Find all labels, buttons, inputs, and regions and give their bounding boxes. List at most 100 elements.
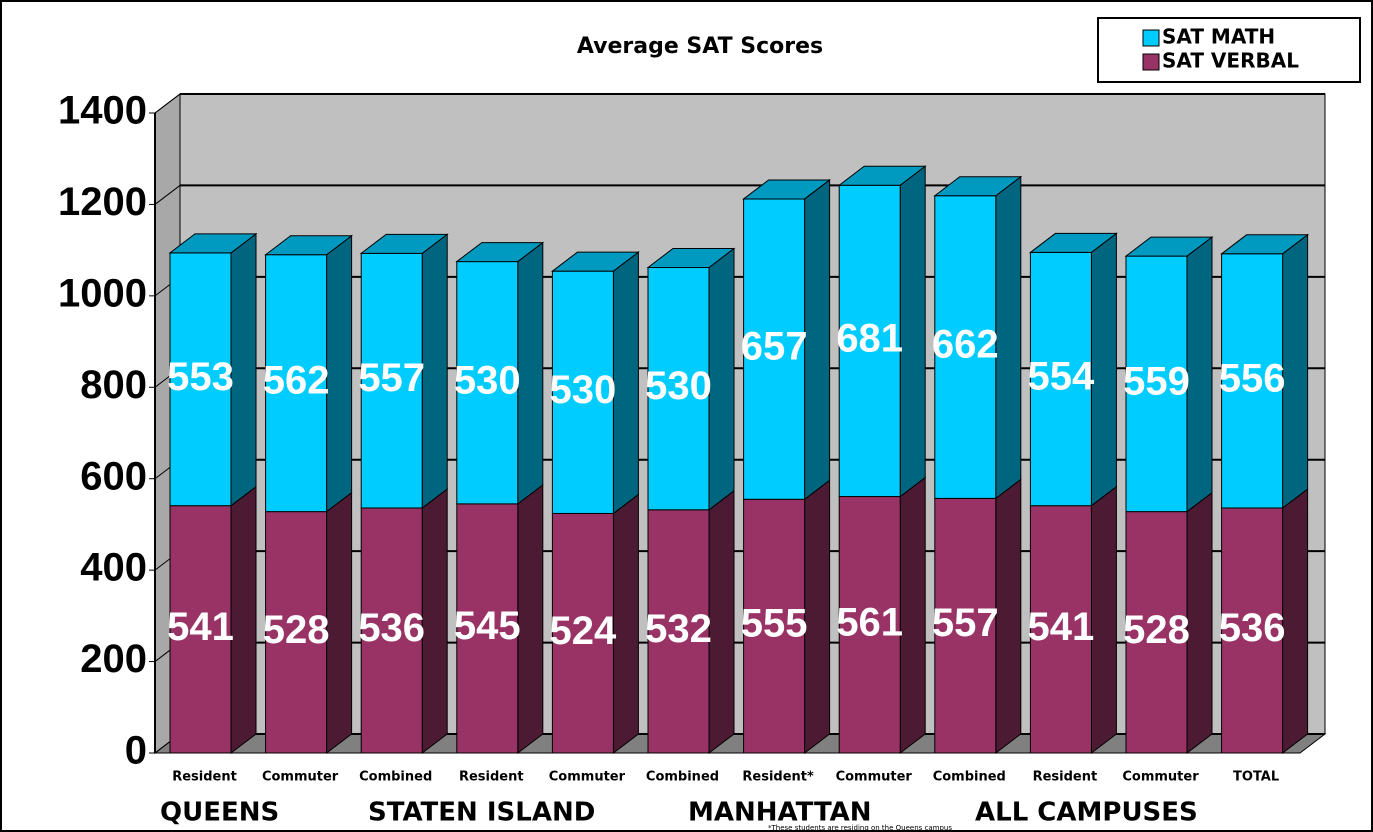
bar-top	[359, 233, 449, 254]
x-tick-label: TOTAL	[1233, 770, 1279, 785]
x-tick-label: Resident*	[742, 770, 814, 785]
bar-side	[804, 479, 831, 755]
x-tick-label: Resident	[1033, 770, 1098, 785]
value-label: 561	[836, 600, 903, 644]
value-label: 662	[932, 323, 999, 367]
value-label: 541	[167, 605, 234, 649]
y-tick-label: 1400	[58, 89, 147, 133]
y-tick-label: 0	[125, 729, 147, 773]
legend-swatch	[1142, 53, 1160, 71]
value-label: 536	[1219, 606, 1286, 650]
legend-swatch	[1142, 29, 1160, 47]
bar	[647, 509, 710, 754]
bar-side	[326, 234, 353, 513]
value-label: 530	[454, 358, 521, 402]
value-label: 528	[263, 608, 330, 652]
bar	[1221, 507, 1284, 754]
value-label: 556	[1219, 356, 1286, 400]
grid-line	[154, 93, 181, 114]
bar	[743, 498, 806, 754]
bar	[1029, 251, 1092, 507]
grid-line	[154, 185, 181, 205]
value-label: 555	[741, 602, 808, 646]
bar-side	[421, 487, 448, 755]
value-label: 557	[358, 356, 425, 400]
bar-side	[708, 489, 735, 755]
x-tick-label: Commuter	[262, 770, 339, 785]
y-tick-label: 400	[80, 546, 147, 590]
value-label: 681	[836, 316, 903, 360]
value-label: 553	[167, 355, 234, 399]
value-label: 530	[550, 368, 617, 412]
bar-top	[646, 248, 736, 269]
x-tick-label: Combined	[359, 770, 432, 785]
bar-top	[742, 179, 832, 200]
x-tick-label: Resident	[172, 770, 237, 785]
group-label: MANHATTAN	[688, 798, 872, 828]
bar-top	[455, 242, 545, 263]
bar	[934, 497, 997, 754]
bar-side	[995, 478, 1022, 755]
y-tick-label: 200	[80, 637, 147, 681]
bar	[456, 503, 519, 754]
bar-top	[1124, 236, 1214, 257]
bar	[456, 261, 519, 505]
value-label: 559	[1123, 359, 1190, 403]
y-tick-label: 600	[80, 454, 147, 498]
bar-side	[1282, 233, 1309, 509]
bar	[1029, 505, 1092, 754]
bar-side	[1282, 487, 1309, 755]
bar-side	[230, 485, 257, 755]
x-tick-label: Resident	[459, 770, 524, 785]
bar	[265, 254, 328, 513]
bar	[934, 195, 997, 499]
bar	[169, 505, 232, 754]
bar-side	[1090, 232, 1117, 507]
value-label: 545	[454, 604, 521, 648]
bar	[551, 270, 614, 514]
chart-title: Average SAT Scores	[577, 34, 823, 59]
bar-top	[1028, 232, 1118, 253]
bar-top	[1220, 234, 1310, 255]
bar-top	[264, 235, 354, 256]
value-label: 524	[550, 609, 617, 653]
bar	[1125, 511, 1188, 754]
bar	[551, 512, 614, 754]
value-label: 541	[1028, 605, 1095, 649]
bar	[838, 184, 901, 498]
legend-label: SAT VERBAL	[1162, 49, 1299, 73]
bar-side	[612, 493, 639, 755]
legend-label: SAT MATH	[1162, 25, 1275, 49]
value-label: 554	[1028, 355, 1095, 399]
bar-top	[933, 176, 1023, 197]
bar-side	[804, 178, 831, 501]
bar	[169, 252, 232, 507]
y-tick-label: 800	[80, 363, 147, 407]
bar-top	[550, 251, 640, 272]
value-label: 562	[263, 359, 330, 403]
group-label: QUEENS	[160, 798, 279, 828]
bar-side	[517, 241, 544, 505]
value-label: 536	[358, 606, 425, 650]
bar-side	[612, 251, 639, 515]
bar-side	[995, 175, 1022, 500]
x-tick-label: Commuter	[1122, 770, 1199, 785]
bar-side	[1090, 485, 1117, 755]
bar-side	[899, 476, 926, 755]
bar	[743, 198, 806, 500]
x-tick-label: Commuter	[549, 770, 626, 785]
value-label: 657	[741, 325, 808, 369]
x-tick-label: Commuter	[836, 770, 913, 785]
footnote: *These students are residing on the Quee…	[768, 824, 952, 832]
value-label: 528	[1123, 608, 1190, 652]
value-label: 557	[932, 601, 999, 645]
bar	[838, 496, 901, 754]
value-label: 532	[645, 607, 712, 651]
bar-top	[168, 233, 258, 254]
bar-side	[326, 491, 353, 755]
group-label: ALL CAMPUSES	[975, 798, 1198, 828]
bar-side	[230, 232, 257, 507]
y-tick-label: 1000	[58, 271, 147, 315]
y-tick-label: 1200	[58, 180, 147, 224]
